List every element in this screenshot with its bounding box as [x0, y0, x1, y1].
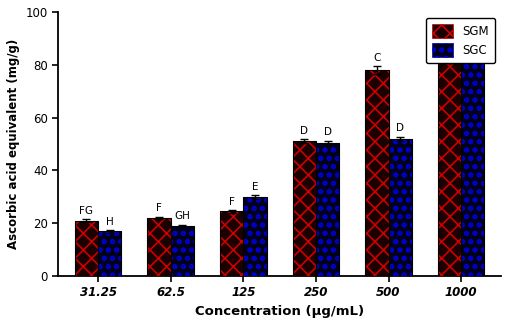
Bar: [438, 59, 461, 276]
Bar: [389, 139, 412, 276]
Bar: [365, 70, 389, 276]
Text: D: D: [300, 126, 308, 136]
Text: A: A: [446, 42, 453, 52]
Bar: [98, 231, 121, 276]
Text: C: C: [373, 53, 380, 63]
Bar: [243, 197, 267, 276]
Text: B: B: [469, 32, 477, 42]
Text: D: D: [396, 124, 404, 134]
Bar: [365, 70, 389, 276]
Bar: [98, 231, 121, 276]
Text: GH: GH: [174, 211, 190, 221]
Bar: [293, 141, 316, 276]
Y-axis label: Ascorbic acid equivalent (mg/g): Ascorbic acid equivalent (mg/g): [7, 39, 20, 249]
Text: E: E: [251, 182, 258, 191]
Text: F: F: [156, 203, 162, 214]
Bar: [147, 218, 171, 276]
X-axis label: Concentration (μg/mL): Concentration (μg/mL): [195, 305, 364, 318]
Bar: [220, 211, 243, 276]
Bar: [75, 221, 98, 276]
Text: D: D: [324, 127, 332, 137]
Legend: SGM, SGC: SGM, SGC: [426, 18, 495, 63]
Text: FG: FG: [79, 206, 93, 216]
Bar: [389, 139, 412, 276]
Bar: [438, 59, 461, 276]
Bar: [171, 226, 194, 276]
Bar: [461, 49, 484, 276]
Bar: [220, 211, 243, 276]
Bar: [75, 221, 98, 276]
Text: F: F: [229, 197, 235, 207]
Bar: [461, 49, 484, 276]
Bar: [171, 226, 194, 276]
Bar: [316, 143, 339, 276]
Bar: [316, 143, 339, 276]
Text: H: H: [106, 217, 114, 227]
Bar: [147, 218, 171, 276]
Bar: [293, 141, 316, 276]
Bar: [243, 197, 267, 276]
